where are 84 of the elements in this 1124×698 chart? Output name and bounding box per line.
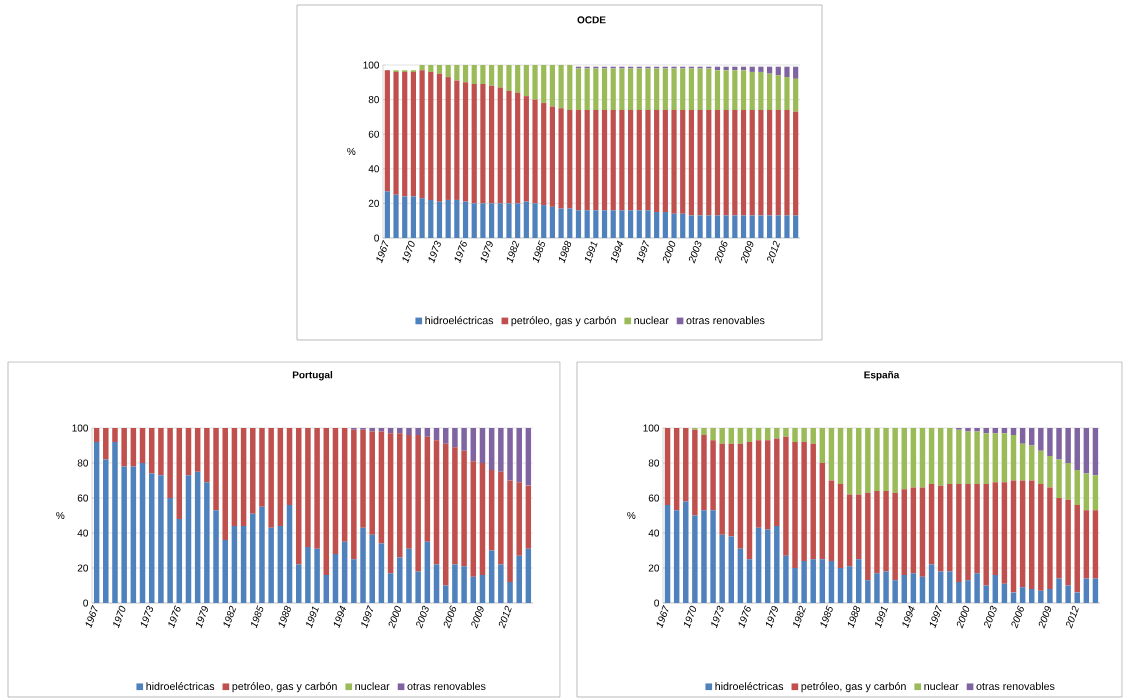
x-tick-label: 1982 <box>793 605 806 629</box>
y-tick-label: 40 <box>77 529 89 537</box>
x-tick-label: 2009 <box>471 605 484 629</box>
x-tick-label: 2009 <box>1038 605 1052 629</box>
x-tick-label: 1991 <box>306 606 319 629</box>
x-tick-label: 2009 <box>741 240 754 264</box>
x-tick-label: 1994 <box>611 240 624 264</box>
x-tick-label: 1988 <box>558 240 572 264</box>
x-tick-label: 1988 <box>847 605 861 629</box>
y-tick-label: 0 <box>83 599 89 607</box>
chart-title: OCDE <box>577 16 606 24</box>
legend-label: hidroeléctricas <box>715 682 784 691</box>
y-tick-label: 100 <box>72 424 89 432</box>
x-tick-label: 1997 <box>929 604 942 629</box>
x-tick-label: 1967 <box>376 239 389 264</box>
y-axis-title: % <box>56 511 65 519</box>
y-tick-label: 0 <box>374 234 380 242</box>
x-tick-label: 2006 <box>714 240 728 264</box>
x-tick-label: 1997 <box>361 604 374 629</box>
legend-label: nuclear <box>634 316 669 325</box>
y-tick-label: 100 <box>363 61 380 69</box>
x-tick-label: 1979 <box>195 605 208 629</box>
x-tick-label: 1973 <box>428 240 441 264</box>
x-tick-label: 2006 <box>443 605 457 629</box>
y-tick-label: 100 <box>643 424 660 432</box>
chart-title: Portugal <box>292 371 333 381</box>
chart-title: España <box>864 371 900 381</box>
x-tick-label: 1979 <box>480 240 493 264</box>
x-tick-label: 2003 <box>416 605 429 629</box>
y-tick-label: 80 <box>77 459 89 467</box>
legend-label: otras renovables <box>686 316 765 325</box>
legend-label: petróleo, gas y carbón <box>511 316 616 327</box>
x-tick-label: 1976 <box>454 240 467 264</box>
legend-label: hidroeléctricas <box>146 682 215 691</box>
y-tick-label: 0 <box>654 599 660 607</box>
x-tick-label: 1970 <box>113 605 126 629</box>
x-tick-label: 1967 <box>656 604 669 629</box>
y-axis-title: % <box>627 511 636 519</box>
x-tick-label: 1997 <box>637 239 649 264</box>
y-tick-label: 60 <box>368 130 380 138</box>
x-tick-label: 1994 <box>902 605 915 629</box>
x-tick-label: 1985 <box>251 605 264 629</box>
x-tick-label: 1991 <box>875 606 888 629</box>
x-tick-label: 1982 <box>506 240 520 264</box>
y-tick-label: 20 <box>368 199 380 207</box>
x-tick-label: 1991 <box>584 241 598 264</box>
x-tick-label: 1988 <box>278 605 291 629</box>
y-tick-label: 60 <box>77 494 89 502</box>
x-tick-label: 1985 <box>532 240 545 264</box>
legend-label: hidroeléctricas <box>425 316 494 325</box>
y-tick-label: 20 <box>648 564 660 572</box>
y-tick-label: 40 <box>648 529 660 537</box>
x-tick-label: 2003 <box>984 605 997 629</box>
x-tick-label: 1970 <box>402 240 415 264</box>
legend-label: petróleo, gas y carbón <box>232 682 337 693</box>
y-tick-label: 80 <box>368 96 380 104</box>
legend-label: nuclear <box>924 682 959 690</box>
legend-label: petróleo, gas y carbón <box>801 682 906 693</box>
x-tick-label: 2012 <box>1066 605 1079 629</box>
x-tick-label: 2012 <box>498 605 512 629</box>
legend-label: otras renovables <box>407 682 486 690</box>
y-tick-label: 80 <box>648 459 660 467</box>
x-tick-label: 2012 <box>767 240 780 264</box>
x-tick-label: 1982 <box>223 605 237 629</box>
y-tick-label: 60 <box>648 494 660 502</box>
x-tick-label: 1967 <box>85 604 98 629</box>
x-tick-label: 1970 <box>683 605 697 629</box>
x-tick-label: 2003 <box>688 240 702 264</box>
x-tick-label: 1973 <box>140 605 154 629</box>
legend-label: nuclear <box>355 682 390 690</box>
y-axis-title: % <box>347 147 356 155</box>
x-tick-label: 1976 <box>168 605 181 629</box>
x-tick-label: 1973 <box>711 605 724 629</box>
x-tick-label: 1994 <box>333 605 347 629</box>
x-tick-label: 1976 <box>738 605 751 629</box>
legend-label: otras renovables <box>976 682 1055 690</box>
x-tick-label: 1979 <box>765 605 778 629</box>
x-tick-label: 1985 <box>820 605 833 629</box>
x-tick-label: 2006 <box>1011 605 1024 629</box>
y-tick-label: 40 <box>368 165 380 173</box>
x-tick-label: 2000 <box>956 605 970 629</box>
x-tick-label: 2000 <box>662 240 676 264</box>
x-tick-label: 2000 <box>388 605 401 629</box>
y-tick-label: 20 <box>77 564 89 572</box>
